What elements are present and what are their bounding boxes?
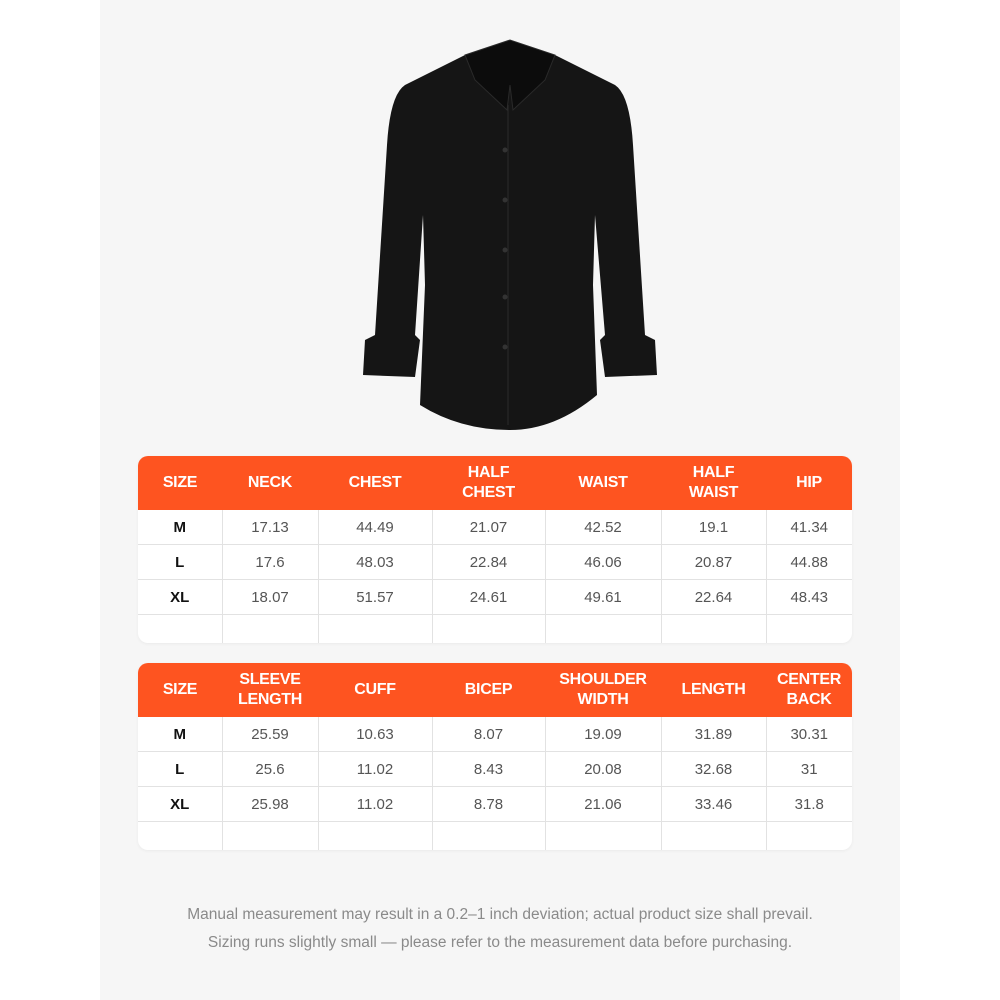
empty-row — [138, 821, 852, 850]
table-cell: 8.78 — [432, 786, 546, 822]
table-row: L 17.6 48.03 22.84 46.06 20.87 44.88 — [138, 544, 852, 580]
size-cell: XL — [138, 786, 223, 822]
table-row: XL 25.98 11.02 8.78 21.06 33.46 31.8 — [138, 786, 852, 822]
table-cell: 8.43 — [432, 751, 546, 787]
table-row: XL 18.07 51.57 24.61 49.61 22.64 48.43 — [138, 579, 852, 615]
header-chest: CHEST — [318, 456, 432, 510]
shirt-image — [363, 39, 657, 430]
empty-row — [138, 614, 852, 643]
table-cell: 24.61 — [432, 579, 546, 615]
table-cell: 11.02 — [318, 751, 433, 787]
header-hip: HIP — [766, 456, 852, 510]
size-cell: XL — [138, 579, 223, 615]
table-cell: 31.8 — [766, 786, 852, 822]
table-cell: 25.59 — [222, 717, 319, 752]
table-row: M 17.13 44.49 21.07 42.52 19.1 41.34 — [138, 510, 852, 545]
header-bicep: BICEP — [432, 663, 545, 717]
table-cell: 48.43 — [766, 579, 852, 615]
table-cell: 18.07 — [222, 579, 319, 615]
size-cell: M — [138, 717, 223, 752]
table-cell: 10.63 — [318, 717, 433, 752]
table-cell: 32.68 — [661, 751, 767, 787]
size-cell: L — [138, 751, 223, 787]
table-cell: 8.07 — [432, 717, 546, 752]
table-cell: 42.52 — [545, 510, 662, 545]
table-cell: 41.34 — [766, 510, 852, 545]
table-cell: 30.31 — [766, 717, 852, 752]
sizing-note: Sizing runs slightly small — please refe… — [207, 934, 793, 951]
size-table-sleeve-measurements: SIZE SLEEVE LENGTH CUFF BICEP SHOULDER W… — [138, 663, 852, 850]
header-shoulder-width: SHOULDER WIDTH — [545, 663, 661, 717]
table-cell: 44.88 — [766, 544, 852, 580]
header-half-waist: HALF WAIST — [661, 456, 766, 510]
header-size: SIZE — [138, 663, 222, 717]
table-cell: 44.49 — [318, 510, 433, 545]
table-cell: 21.06 — [545, 786, 662, 822]
table-cell: 17.6 — [222, 544, 319, 580]
table-header-row: SIZE NECK CHEST HALF CHEST WAIST HALF WA… — [138, 456, 852, 510]
table-cell: 49.61 — [545, 579, 662, 615]
header-neck: NECK — [222, 456, 318, 510]
table-cell: 19.1 — [661, 510, 767, 545]
table-row: M 25.59 10.63 8.07 19.09 31.89 30.31 — [138, 717, 852, 752]
header-length: LENGTH — [661, 663, 766, 717]
size-cell: L — [138, 544, 223, 580]
table-cell: 48.03 — [318, 544, 433, 580]
table-cell: 25.98 — [222, 786, 319, 822]
measurement-note: Manual measurement may result in a 0.2–1… — [187, 906, 813, 923]
header-center-back: CENTER BACK — [766, 663, 852, 717]
header-half-chest: HALF CHEST — [432, 456, 545, 510]
table-cell: 11.02 — [318, 786, 433, 822]
table-cell: 21.07 — [432, 510, 546, 545]
table-cell: 20.87 — [661, 544, 767, 580]
header-waist: WAIST — [545, 456, 661, 510]
table-cell: 33.46 — [661, 786, 767, 822]
table-cell: 19.09 — [545, 717, 662, 752]
table-row: L 25.6 11.02 8.43 20.08 32.68 31 — [138, 751, 852, 787]
table-cell: 51.57 — [318, 579, 433, 615]
header-sleeve-length: SLEEVE LENGTH — [222, 663, 318, 717]
header-size: SIZE — [138, 456, 222, 510]
size-cell: M — [138, 510, 223, 545]
table-cell: 17.13 — [222, 510, 319, 545]
table-cell: 20.08 — [545, 751, 662, 787]
header-cuff: CUFF — [318, 663, 432, 717]
size-table-body-measurements: SIZE NECK CHEST HALF CHEST WAIST HALF WA… — [138, 456, 852, 643]
table-cell: 31.89 — [661, 717, 767, 752]
table-cell: 22.64 — [661, 579, 767, 615]
table-cell: 22.84 — [432, 544, 546, 580]
table-header-row: SIZE SLEEVE LENGTH CUFF BICEP SHOULDER W… — [138, 663, 852, 717]
table-cell: 46.06 — [545, 544, 662, 580]
table-cell: 31 — [766, 751, 852, 787]
table-cell: 25.6 — [222, 751, 319, 787]
